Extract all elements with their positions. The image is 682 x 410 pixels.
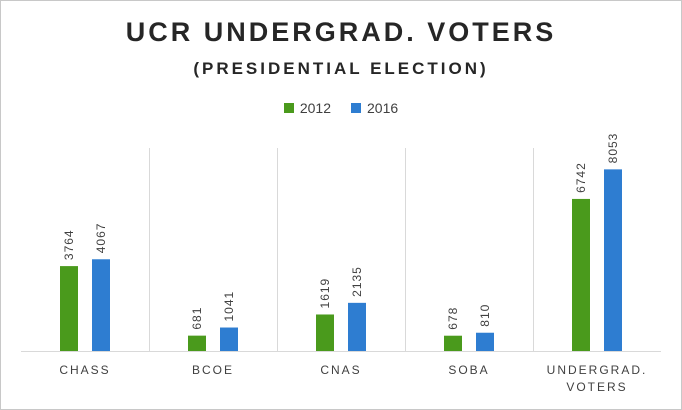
data-label-2016-undergrad-voters: 8053 — [606, 133, 620, 164]
legend-swatch-2012 — [283, 103, 294, 113]
data-label-2012-chass: 3764 — [62, 229, 76, 260]
bar-2016-undergrad-voters — [604, 169, 622, 351]
legend-swatch-2016 — [351, 103, 361, 113]
data-label-2016-cnas: 2135 — [350, 266, 364, 297]
bar-2016-cnas — [348, 302, 366, 351]
bar-2012-cnas — [316, 314, 334, 351]
data-label-2012-bcoe: 681 — [190, 307, 204, 330]
bar-2012-soba — [444, 335, 462, 351]
data-label-2016-bcoe: 1041 — [222, 291, 236, 322]
category-label-undergrad-voters: VOTERS — [566, 380, 627, 394]
bar-2016-soba — [476, 332, 494, 351]
legend: 2012 2016 — [1, 100, 681, 116]
data-label-2016-chass: 4067 — [94, 223, 108, 254]
category-label-undergrad-voters: UNDERGRAD. — [547, 363, 648, 377]
category-label-cnas: CNAS — [320, 363, 361, 377]
chart-subtitle: (PRESIDENTIAL ELECTION) — [193, 59, 489, 78]
bar-2012-bcoe — [188, 335, 206, 351]
bar-2016-bcoe — [220, 327, 238, 351]
legend-label-2012: 2012 — [299, 100, 331, 116]
bar-2012-chass — [60, 266, 78, 351]
legend-item-2016: 2016 — [351, 100, 398, 116]
chart-title: UCR UNDERGRAD. VOTERS — [125, 17, 557, 47]
category-label-bcoe: BCOE — [192, 363, 234, 377]
legend-item-2012: 2012 — [283, 100, 331, 116]
data-label-2016-soba: 810 — [478, 304, 492, 327]
data-label-2012-cnas: 1619 — [318, 278, 332, 309]
category-label-soba: SOBA — [448, 363, 489, 377]
bar-2016-chass — [92, 259, 110, 351]
bar-2012-undergrad-voters — [572, 198, 590, 351]
legend-label-2016: 2016 — [367, 100, 399, 116]
category-label-chass: CHASS — [59, 363, 110, 377]
data-label-2012-undergrad-voters: 6742 — [574, 162, 588, 193]
data-label-2012-soba: 678 — [446, 307, 460, 330]
